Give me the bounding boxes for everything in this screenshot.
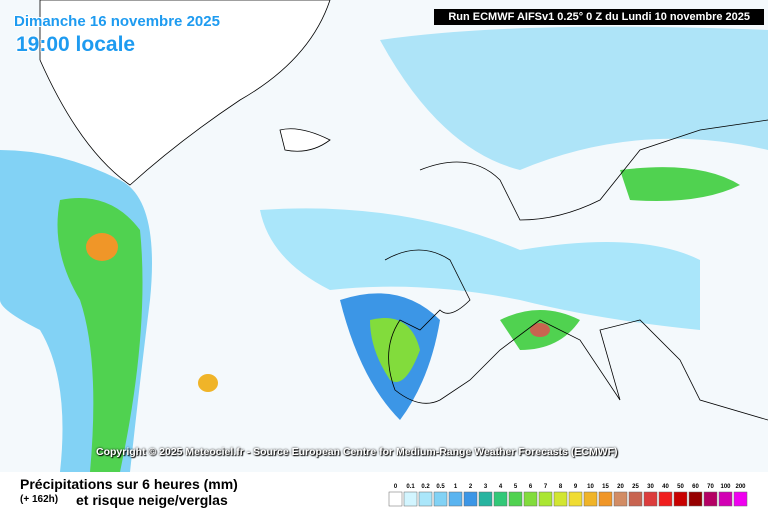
scale-swatch	[478, 491, 493, 507]
scale-swatch	[733, 491, 748, 507]
scale-swatch	[448, 491, 463, 507]
scale-swatch	[403, 491, 418, 507]
scale-label: 60	[692, 484, 699, 490]
precip-area	[380, 26, 768, 170]
scale-label: 50	[677, 484, 684, 490]
scale-swatch	[703, 491, 718, 507]
scale-swatch	[538, 491, 553, 507]
scale-label: 10	[587, 484, 594, 490]
coastline	[384, 119, 768, 421]
scale-swatch	[553, 491, 568, 507]
scale-swatch	[418, 491, 433, 507]
precip-area	[370, 318, 420, 382]
scale-label: 1	[454, 484, 458, 490]
precip-core	[530, 323, 550, 337]
date-title: Dimanche 16 novembre 2025	[14, 13, 220, 30]
scale-label: 2	[469, 484, 473, 490]
scale-swatch	[583, 491, 598, 507]
iceland	[279, 128, 331, 152]
scale-label: 8	[559, 484, 563, 490]
scale-label: 200	[735, 484, 746, 490]
scale-label: 0.5	[436, 484, 445, 490]
scale-label: 30	[647, 484, 654, 490]
scale-label: 40	[662, 484, 669, 490]
scale-label: 15	[602, 484, 609, 490]
precip-core	[86, 233, 118, 261]
scale-swatch	[643, 491, 658, 507]
scale-label: 6	[529, 484, 533, 490]
greenland	[39, 0, 331, 186]
scale-swatch	[673, 491, 688, 507]
scale-swatch	[658, 491, 673, 507]
scale-label: 0.1	[406, 484, 415, 490]
scale-label: 25	[632, 484, 639, 490]
scale-label: 70	[707, 484, 714, 490]
legend-subtitle: et risque neige/verglas	[76, 492, 228, 508]
time-title: 19:00 locale	[16, 33, 136, 56]
scale-swatch	[613, 491, 628, 507]
scale-label: 9	[574, 484, 578, 490]
scale-swatch	[688, 491, 703, 507]
scale-swatch	[493, 491, 508, 507]
scale-swatch	[523, 491, 538, 507]
scale-swatch	[628, 491, 643, 507]
precip-area	[260, 208, 700, 330]
scale-swatch	[508, 491, 523, 507]
scale-label: 0	[394, 484, 398, 490]
scale-swatch	[433, 491, 448, 507]
legend-lead: (+ 162h)	[20, 494, 59, 505]
scale-label: 100	[720, 484, 731, 490]
copyright: Copyright © 2025 Meteociel.fr - Source E…	[96, 446, 618, 458]
scale-swatch	[463, 491, 478, 507]
scale-label: 7	[544, 484, 548, 490]
scale-label: 3	[484, 484, 488, 490]
scale-label: 0.2	[421, 484, 430, 490]
scale-label: 4	[499, 484, 503, 490]
precip-area	[57, 198, 143, 472]
scale-label: 5	[514, 484, 518, 490]
run-info: Run ECMWF AIFSv1 0.25° 0 Z du Lundi 10 n…	[434, 9, 764, 25]
scale-label: 20	[617, 484, 624, 490]
precip-area	[620, 167, 740, 201]
legend-title: Précipitations sur 6 heures (mm)	[20, 476, 238, 492]
precip-core	[198, 374, 218, 392]
scale-swatch	[718, 491, 733, 507]
scale-swatch	[568, 491, 583, 507]
scale-swatch	[388, 491, 403, 507]
map	[0, 0, 768, 472]
scale-swatch	[598, 491, 613, 507]
